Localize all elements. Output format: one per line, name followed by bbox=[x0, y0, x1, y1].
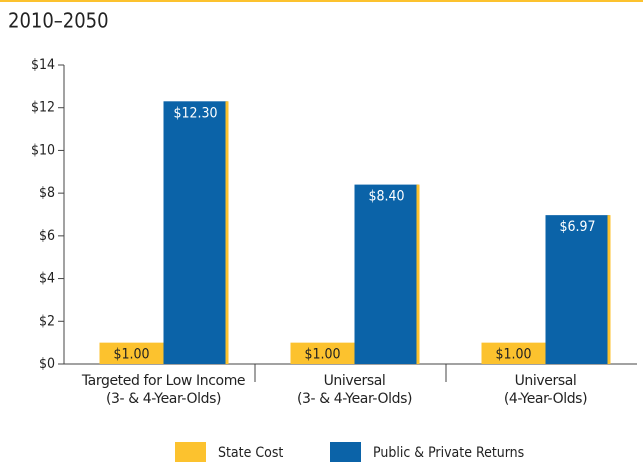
chart-title: 2010–2050 bbox=[8, 9, 109, 33]
y-tick-label: $10 bbox=[31, 142, 55, 158]
legend-swatch bbox=[330, 442, 361, 462]
bar bbox=[163, 101, 228, 365]
y-tick-label: $0 bbox=[39, 356, 55, 372]
y-tick-label: $2 bbox=[39, 313, 55, 329]
x-tick-label: Universal (3- & 4-Year-Olds) bbox=[296, 373, 413, 407]
y-tick-label: $4 bbox=[39, 271, 55, 287]
value-label: $12.30 bbox=[173, 105, 217, 121]
bar bbox=[481, 342, 546, 364]
bar bbox=[545, 215, 610, 364]
y-tick-label: $6 bbox=[39, 228, 55, 244]
value-label: $1.00 bbox=[495, 347, 531, 363]
bar-edge bbox=[416, 184, 420, 364]
value-label: $1.00 bbox=[304, 347, 340, 363]
legend-label: State Cost bbox=[218, 445, 283, 461]
value-label: $1.00 bbox=[113, 347, 149, 363]
value-label: $6.97 bbox=[559, 219, 595, 235]
y-tick-label: $8 bbox=[39, 185, 55, 201]
bar-edge bbox=[607, 215, 611, 364]
bar-edge bbox=[225, 101, 229, 365]
value-label: $8.40 bbox=[368, 189, 404, 205]
x-tick-label: Universal (4-Year-Olds) bbox=[503, 373, 588, 407]
legend-swatch bbox=[175, 442, 206, 462]
top-rule bbox=[0, 0, 643, 2]
bar bbox=[290, 342, 355, 364]
y-tick-label: $12 bbox=[31, 100, 55, 116]
x-tick-label: Targeted for Low Income (3- & 4-Year-Old… bbox=[81, 373, 246, 407]
y-tick-label: $14 bbox=[31, 57, 55, 73]
bar bbox=[99, 342, 164, 364]
legend-label: Public & Private Returns bbox=[373, 445, 524, 461]
bar bbox=[354, 184, 419, 364]
